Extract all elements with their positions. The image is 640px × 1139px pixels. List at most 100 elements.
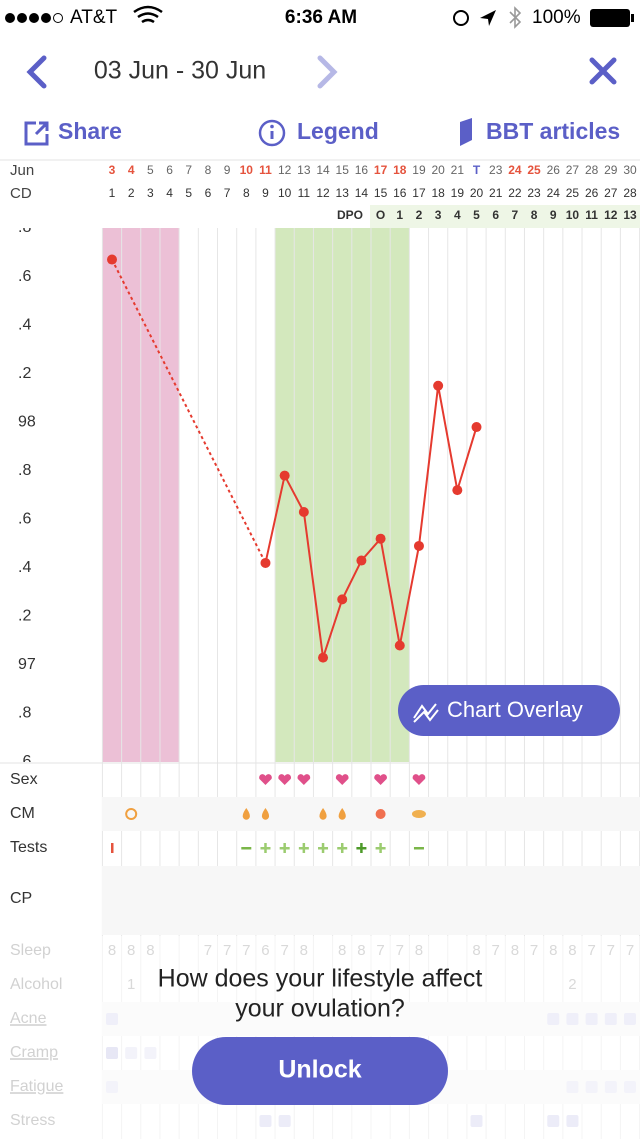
cycle-day: 21 bbox=[489, 186, 503, 200]
prev-button[interactable] bbox=[26, 55, 47, 89]
next-button[interactable] bbox=[317, 55, 338, 89]
date-label: 25 bbox=[527, 163, 541, 177]
cycle-day: 16 bbox=[393, 186, 407, 200]
temperature-point bbox=[260, 557, 271, 568]
date-label: 17 bbox=[374, 163, 388, 177]
gap-connector bbox=[111, 259, 267, 564]
test-negative bbox=[413, 847, 424, 850]
dpo-day: 13 bbox=[623, 208, 637, 222]
cycle-day: 2 bbox=[128, 186, 135, 200]
dpo-day: 11 bbox=[585, 208, 598, 222]
dpo-day: 8 bbox=[531, 208, 538, 222]
y-tick-label: .2 bbox=[18, 365, 31, 382]
temperature-point bbox=[452, 485, 463, 496]
temperature-point bbox=[337, 594, 348, 605]
temperature-line bbox=[264, 385, 478, 658]
date-label: 16 bbox=[355, 163, 369, 177]
date-range: 03 Jun - 30 Jun bbox=[94, 57, 266, 85]
heart-icon bbox=[297, 774, 311, 785]
date-label: 14 bbox=[316, 163, 330, 177]
date-label: 13 bbox=[297, 163, 311, 177]
y-tick-label: .8 bbox=[18, 705, 31, 722]
cm-icon bbox=[125, 808, 138, 820]
status-bar: AT&T 6:36 AM 100% bbox=[5, 5, 634, 29]
share-icon[interactable] bbox=[24, 121, 49, 146]
row-label: Sex bbox=[10, 771, 38, 788]
row-bg bbox=[102, 797, 640, 831]
date-label: 28 bbox=[585, 163, 599, 177]
heart-icon bbox=[278, 774, 292, 785]
battery-level: 100% bbox=[532, 7, 581, 28]
temperature-point bbox=[471, 422, 482, 433]
y-tick-label: .6 bbox=[18, 510, 31, 527]
dpo-day: 12 bbox=[604, 208, 618, 222]
chart-overlay-button[interactable] bbox=[398, 685, 620, 736]
cycle-day: 8 bbox=[243, 186, 250, 200]
unlock-button[interactable] bbox=[192, 1037, 448, 1105]
drop-icon bbox=[319, 808, 327, 820]
articles-icon[interactable] bbox=[460, 118, 472, 146]
carrier: AT&T bbox=[70, 7, 118, 28]
dpo-day: 1 bbox=[396, 208, 403, 222]
date-label: 10 bbox=[240, 163, 254, 177]
egg-icon bbox=[375, 809, 386, 819]
legend-icon-dot bbox=[270, 124, 274, 129]
close-button[interactable] bbox=[589, 57, 617, 85]
chart-overlay-label[interactable]: Chart Overlay bbox=[447, 697, 583, 722]
bluetooth-icon bbox=[509, 6, 522, 29]
legend-button[interactable]: Legend bbox=[297, 118, 379, 144]
y-tick-label: 97 bbox=[18, 656, 36, 673]
dpo-day: 10 bbox=[566, 208, 580, 222]
cycle-day: 6 bbox=[205, 186, 212, 200]
row-label: Tests bbox=[10, 839, 47, 856]
date-label: 6 bbox=[166, 163, 173, 177]
share-button[interactable]: Share bbox=[58, 118, 122, 144]
heart-icon bbox=[335, 774, 349, 785]
cycle-day: 15 bbox=[374, 186, 388, 200]
cm-icon bbox=[411, 810, 426, 818]
date-label: 5 bbox=[147, 163, 154, 177]
y-axis: .8 .6 .4 .2 98 .8 .6 .4 .2 97 .8 .6 bbox=[18, 228, 36, 770]
date-label: T bbox=[473, 163, 481, 177]
cycle-day: 13 bbox=[336, 186, 350, 200]
date-label: 7 bbox=[185, 163, 192, 177]
cycle-day: 5 bbox=[185, 186, 192, 200]
paywall-prompt: How does your lifestyle affect bbox=[158, 965, 483, 993]
test-icon bbox=[111, 843, 114, 853]
cycle-day: 19 bbox=[451, 186, 465, 200]
date-label: 4 bbox=[128, 163, 135, 177]
date-label: 19 bbox=[412, 163, 426, 177]
heart-icon bbox=[412, 774, 426, 785]
test-positive bbox=[340, 843, 344, 853]
dpo-day: 9 bbox=[550, 208, 557, 222]
date-label: 11 bbox=[259, 163, 272, 177]
cycle-day: 9 bbox=[262, 186, 269, 200]
drop-icon bbox=[242, 808, 250, 820]
date-label: 26 bbox=[547, 163, 561, 177]
test-positive bbox=[321, 843, 325, 853]
dpo-day: 5 bbox=[473, 208, 480, 222]
date-label: 3 bbox=[109, 163, 116, 177]
location-icon bbox=[480, 10, 496, 26]
battery-tip bbox=[631, 14, 634, 22]
date-label: 23 bbox=[489, 163, 503, 177]
cycle-day: 3 bbox=[147, 186, 154, 200]
date-label: 8 bbox=[205, 163, 212, 177]
dpo-day: 3 bbox=[435, 208, 442, 222]
unlock-label[interactable]: Unlock bbox=[278, 1056, 361, 1084]
y-tick-label: .6 bbox=[18, 753, 31, 770]
date-label: 18 bbox=[393, 163, 407, 177]
articles-button[interactable]: BBT articles bbox=[486, 118, 620, 144]
wifi-icon bbox=[133, 5, 163, 24]
y-tick-label: 98 bbox=[18, 413, 36, 430]
legend-icon[interactable] bbox=[258, 119, 286, 147]
cycle-day: 28 bbox=[623, 186, 637, 200]
overlay-icon bbox=[413, 703, 439, 723]
row-bg bbox=[102, 866, 640, 935]
month-label: Jun bbox=[10, 162, 34, 179]
temperature-point bbox=[375, 533, 386, 544]
cycle-day: 4 bbox=[166, 186, 173, 200]
date-label: 30 bbox=[623, 163, 637, 177]
date-label: 27 bbox=[566, 163, 580, 177]
